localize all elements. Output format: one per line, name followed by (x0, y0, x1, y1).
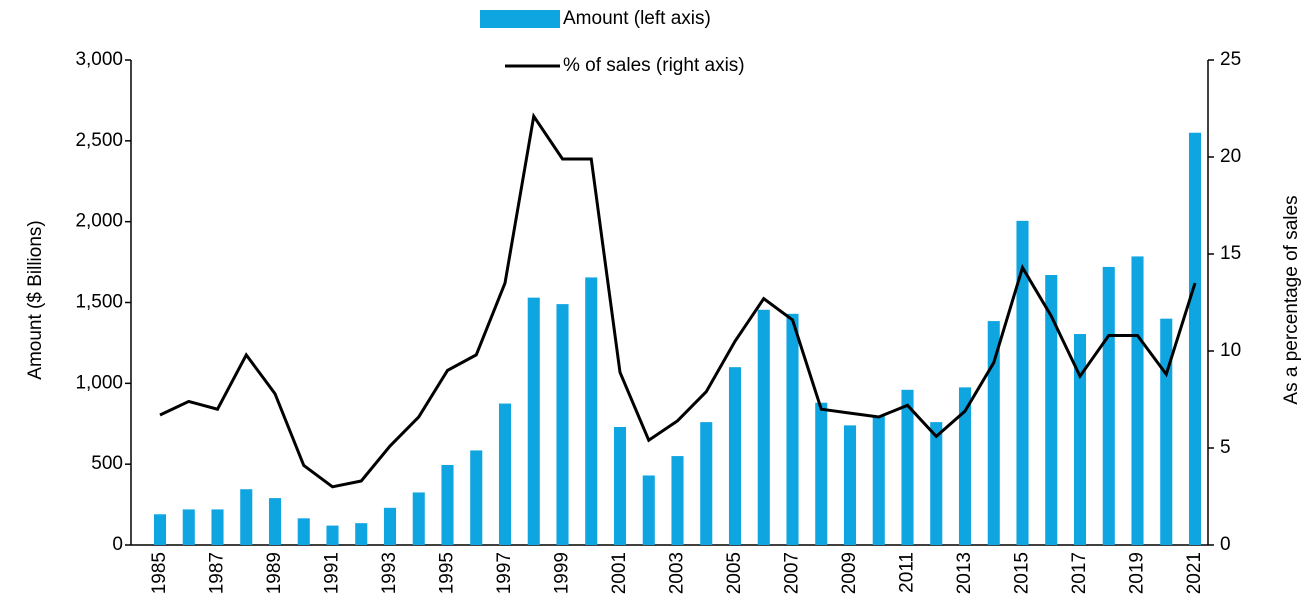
x-tick-label: 1989 (264, 552, 285, 594)
bar (240, 489, 253, 545)
bar (1045, 275, 1058, 545)
legend-label: % of sales (right axis) (563, 55, 745, 76)
x-tick-label: 1993 (379, 552, 400, 594)
bar (987, 321, 1000, 545)
bar (786, 313, 799, 545)
bar (1073, 334, 1087, 545)
x-tick-label: 2019 (1127, 552, 1148, 594)
bar (1131, 256, 1144, 545)
x-tick-label: 1997 (494, 552, 515, 594)
bar (441, 464, 454, 545)
bar (815, 402, 828, 545)
bar (843, 425, 857, 545)
legend-swatch (480, 10, 560, 28)
bar (498, 403, 512, 545)
y-tick-label: 2,000 (75, 211, 123, 232)
x-tick-label: 1985 (149, 552, 170, 594)
bar (901, 389, 914, 545)
x-tick-label: 2011 (897, 552, 918, 593)
y2-tick-label: 0 (1220, 534, 1231, 555)
y2-axis-label: As a percentage of sales (1281, 195, 1302, 404)
bar (585, 277, 598, 545)
bar (757, 309, 770, 545)
x-tick-label: 2017 (1069, 552, 1090, 594)
bar (872, 415, 885, 545)
y-tick-label: 0 (112, 534, 123, 555)
bar (211, 509, 224, 545)
bar (556, 304, 569, 545)
bar (527, 297, 540, 545)
y-tick-label: 1,500 (75, 292, 123, 313)
y2-tick-label: 25 (1220, 49, 1241, 70)
y2-tick-label: 15 (1220, 243, 1241, 264)
bar (470, 450, 483, 545)
bar (153, 514, 167, 545)
bar (958, 387, 972, 545)
y2-tick-label: 5 (1220, 437, 1231, 458)
x-tick-label: 2001 (609, 552, 630, 594)
bar (1102, 266, 1115, 545)
y2-tick-label: 20 (1220, 146, 1241, 167)
bar (700, 422, 713, 545)
bar (412, 492, 425, 545)
x-tick-label: 2015 (1012, 552, 1033, 594)
bar (1160, 318, 1173, 545)
y2-tick-label: 10 (1220, 340, 1241, 361)
x-tick-label: 2007 (782, 552, 803, 594)
y-tick-label: 500 (91, 453, 123, 474)
bar (326, 525, 339, 545)
bar (182, 509, 195, 545)
bar (613, 426, 627, 545)
x-tick-label: 1991 (322, 552, 343, 594)
bar (930, 422, 943, 545)
legend-label: Amount (left axis) (563, 8, 711, 29)
bar (728, 367, 742, 545)
bar (383, 507, 397, 545)
x-tick-label: 2013 (954, 552, 975, 594)
bar (1188, 132, 1202, 545)
x-tick-label: 1987 (207, 552, 228, 594)
y-axis-label: Amount ($ Billions) (25, 220, 46, 379)
bar (268, 498, 282, 545)
bar (355, 523, 368, 545)
bar (297, 518, 310, 545)
bar (1016, 220, 1029, 545)
x-tick-label: 1999 (552, 552, 573, 594)
x-tick-label: 1995 (437, 552, 458, 594)
x-tick-label: 2021 (1184, 552, 1205, 594)
y-tick-label: 3,000 (75, 49, 123, 70)
y-tick-label: 2,500 (75, 130, 123, 151)
x-tick-label: 2009 (839, 552, 860, 594)
bar (671, 456, 684, 545)
x-tick-label: 2003 (667, 552, 688, 594)
line (159, 112, 1197, 489)
x-tick-label: 2005 (724, 552, 745, 594)
y-tick-label: 1,000 (75, 372, 123, 393)
bar (642, 475, 655, 545)
